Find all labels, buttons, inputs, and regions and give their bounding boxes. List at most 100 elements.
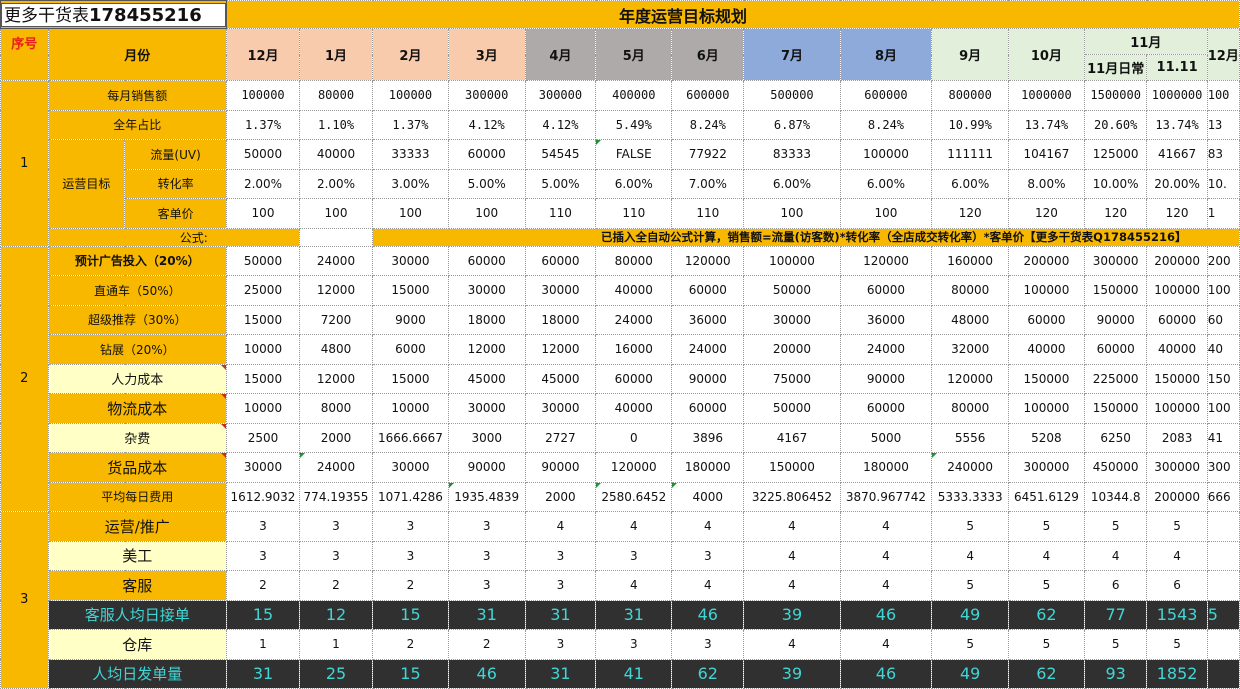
header-month-10[interactable]: 10月 <box>1007 28 1085 81</box>
s2-label-4[interactable]: 人力成本 <box>47 363 228 394</box>
s1-cell[interactable]: 100000 <box>226 80 300 111</box>
s1-cell[interactable]: 104167 <box>1007 139 1085 170</box>
s1-cell[interactable]: 41667 <box>1146 139 1208 170</box>
s3-cell[interactable]: 31 <box>524 658 597 689</box>
s2-cell[interactable]: 5208 <box>1007 422 1085 453</box>
s3-cell[interactable] <box>1206 540 1240 571</box>
s3-cell[interactable]: 6 <box>1083 570 1148 601</box>
s3-cell[interactable]: 4 <box>1083 540 1148 571</box>
s2-cell[interactable]: 2000 <box>524 481 597 512</box>
s1-cell[interactable]: 1.37% <box>372 109 449 140</box>
s3-cell[interactable] <box>1206 570 1240 601</box>
s1-cell[interactable]: 7.00% <box>671 168 745 199</box>
s3-cell[interactable]: 31 <box>226 658 300 689</box>
s1-cell[interactable]: 6.00% <box>931 168 1009 199</box>
s1-cell[interactable]: 300000 <box>447 80 526 111</box>
s2-cell[interactable]: 24000 <box>595 304 673 335</box>
s3-label-5[interactable]: 人均日发单量 <box>47 658 228 689</box>
s2-cell[interactable]: 2727 <box>524 422 597 453</box>
s2-cell[interactable]: 30000 <box>447 275 526 306</box>
header-nov-sub-1[interactable]: 11.11 <box>1146 54 1208 81</box>
s3-cell[interactable]: 4 <box>839 511 933 542</box>
s1-cell[interactable]: 54545 <box>524 139 597 170</box>
s2-cell[interactable]: 150000 <box>1146 363 1208 394</box>
s2-cell[interactable]: 25000 <box>226 275 300 306</box>
s1-label-1[interactable]: 全年占比 <box>47 109 228 140</box>
s1-cell[interactable]: 120 <box>931 198 1009 229</box>
s1-cell[interactable]: 4.12% <box>524 109 597 140</box>
s2-cell[interactable]: 40 <box>1206 334 1240 365</box>
s1-cell[interactable]: 111111 <box>931 139 1009 170</box>
s2-cell[interactable]: 2000 <box>299 422 373 453</box>
s1-cell[interactable]: 8.00% <box>1007 168 1085 199</box>
s3-cell[interactable]: 5 <box>1206 599 1240 630</box>
s2-label-8[interactable]: 平均每日费用 <box>47 481 228 512</box>
s1-cell[interactable]: 1000000 <box>1007 80 1085 111</box>
s2-cell[interactable]: 80000 <box>931 393 1009 424</box>
s1-cell[interactable]: 1000000 <box>1146 80 1208 111</box>
s3-cell[interactable]: 15 <box>372 658 449 689</box>
section3-seq[interactable]: 3 <box>0 511 49 689</box>
s2-cell[interactable]: 100000 <box>1146 393 1208 424</box>
s1-cell[interactable]: 300000 <box>524 80 597 111</box>
s3-cell[interactable]: 4 <box>524 511 597 542</box>
s2-cell[interactable]: 5000 <box>839 422 933 453</box>
s2-cell[interactable]: 150000 <box>1083 275 1148 306</box>
s3-cell[interactable]: 4 <box>1146 540 1208 571</box>
s3-cell[interactable]: 31 <box>524 599 597 630</box>
s2-cell[interactable]: 18000 <box>447 304 526 335</box>
s2-cell[interactable]: 40000 <box>595 275 673 306</box>
s2-cell[interactable]: 774.19355 <box>299 481 373 512</box>
s3-label-2[interactable]: 客服 <box>47 570 228 601</box>
formula-text[interactable]: 已插入全自动公式计算，销售额=流量(访客数)*转化率（全店成交转化率）*客单价【… <box>372 227 1240 247</box>
s3-cell[interactable]: 2 <box>226 570 300 601</box>
title-left-box[interactable]: 更多干货表178455216 <box>1 2 226 27</box>
s2-cell[interactable]: 60000 <box>671 275 745 306</box>
s1-cell[interactable]: 6.00% <box>743 168 841 199</box>
s3-cell[interactable]: 2 <box>372 570 449 601</box>
s2-cell[interactable]: 100000 <box>743 245 841 276</box>
s1-cell[interactable]: 77922 <box>671 139 745 170</box>
s2-cell[interactable]: 120000 <box>671 245 745 276</box>
s2-cell[interactable]: 5556 <box>931 422 1009 453</box>
s3-cell[interactable]: 15 <box>372 599 449 630</box>
s1-label-4[interactable]: 客单价 <box>124 198 227 229</box>
s1-cell[interactable]: 20.00% <box>1146 168 1208 199</box>
s3-cell[interactable]: 15 <box>226 599 300 630</box>
s3-cell[interactable]: 4 <box>931 540 1009 571</box>
s2-cell[interactable]: 120000 <box>931 363 1009 394</box>
s2-cell[interactable]: 3000 <box>447 422 526 453</box>
s2-label-6[interactable]: 杂费 <box>47 422 228 453</box>
s1-cell[interactable]: 20.60% <box>1083 109 1148 140</box>
s2-cell[interactable]: 41 <box>1206 422 1240 453</box>
s1-cell[interactable]: 110 <box>524 198 597 229</box>
s1-cell[interactable]: 100 <box>447 198 526 229</box>
s2-cell[interactable]: 30000 <box>372 452 449 483</box>
header-month-5[interactable]: 5月 <box>595 28 673 81</box>
s3-cell[interactable]: 3 <box>447 511 526 542</box>
s1-cell[interactable]: 2.00% <box>299 168 373 199</box>
s3-cell[interactable]: 3 <box>524 540 597 571</box>
s2-cell[interactable]: 30000 <box>372 245 449 276</box>
header-month-7[interactable]: 7月 <box>743 28 841 81</box>
s3-cell[interactable]: 62 <box>1007 658 1085 689</box>
s2-cell[interactable]: 180000 <box>839 452 933 483</box>
s2-cell[interactable]: 60000 <box>595 363 673 394</box>
s2-cell[interactable]: 12000 <box>524 334 597 365</box>
s2-cell[interactable]: 75000 <box>743 363 841 394</box>
header-month-3[interactable]: 3月 <box>447 28 526 81</box>
s1-label-0[interactable]: 每月销售额 <box>47 80 228 111</box>
s1-cell[interactable]: 100 <box>839 198 933 229</box>
s2-cell[interactable]: 60000 <box>839 275 933 306</box>
s3-cell[interactable]: 4 <box>743 511 841 542</box>
header-month[interactable]: 月份 <box>47 28 228 81</box>
s2-cell[interactable]: 50000 <box>226 245 300 276</box>
s2-cell[interactable]: 30000 <box>743 304 841 335</box>
s2-cell[interactable]: 180000 <box>671 452 745 483</box>
s2-cell[interactable]: 1071.4286 <box>372 481 449 512</box>
header-nov-sub-0[interactable]: 11月日常 <box>1083 54 1148 81</box>
s2-cell[interactable]: 10000 <box>372 393 449 424</box>
s3-cell[interactable]: 77 <box>1083 599 1148 630</box>
s1-cell[interactable]: 120 <box>1146 198 1208 229</box>
s1-cell[interactable]: 800000 <box>931 80 1009 111</box>
